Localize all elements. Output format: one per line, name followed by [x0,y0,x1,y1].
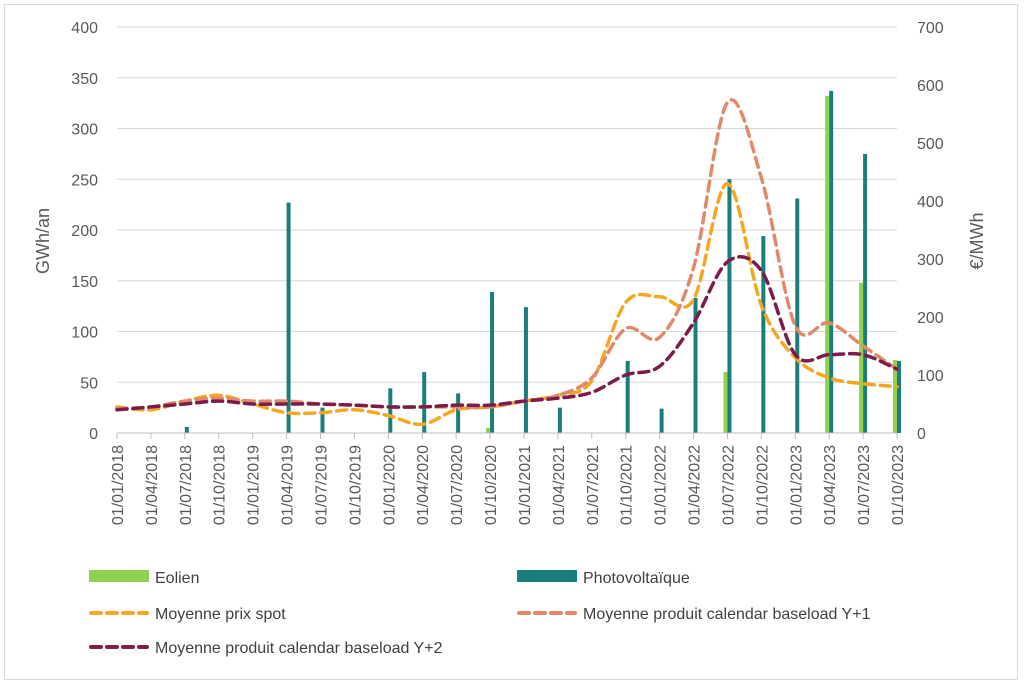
y-tick-label: 50 [80,375,98,392]
x-tick-label: 01/01/2021 [517,445,534,525]
y2-axis-title: €/MWh [967,212,987,269]
y2-tick-label: 100 [917,368,944,385]
y2-tick-label: 300 [917,252,944,269]
bar [893,359,897,433]
x-tick-label: 01/01/2018 [110,445,127,525]
bar-series [184,90,901,434]
combo-chart: 0 50 100 150 200 250 300 350 400 0 100 200 300 400 500… [33,20,987,657]
bar [761,236,766,433]
x-tick-label: 01/07/2022 [720,445,737,525]
x-tick-label: 01/01/2022 [653,445,670,525]
legend-label: Moyenne produit calendar baseload Y+2 [155,640,443,657]
bar [557,407,562,433]
bar [422,372,427,433]
x-tick-label: 01/07/2018 [178,445,195,525]
legend-swatch [89,570,149,582]
legend-swatch [517,570,577,582]
y2-tick-label: 400 [917,194,944,211]
y-tick-label: 200 [71,223,98,240]
y2-tick-label: 0 [917,426,926,443]
bar [863,153,868,433]
x-tick-label: 01/10/2022 [754,445,771,525]
x-tick-label: 01/01/2023 [788,445,805,525]
x-tick-label: 01/10/2021 [619,445,636,525]
y-tick-label: 300 [71,122,98,139]
x-tick-label: 01/04/2021 [551,445,568,525]
bar [286,202,291,433]
y-tick-label: 0 [89,426,98,443]
x-tick-label: 01/04/2020 [415,445,432,525]
y-tick-label: 150 [71,274,98,291]
bar [659,408,664,433]
bar [523,307,528,433]
series-line [115,181,899,427]
bar [693,298,698,433]
line-series [115,98,899,427]
x-tick-label: 01/10/2023 [890,445,907,525]
bar [320,407,325,433]
y2-tick-label: 600 [917,78,944,95]
bar [859,282,864,433]
bar [829,90,834,433]
bar [490,291,495,433]
x-tick-label: 01/10/2020 [483,445,500,525]
bar [486,427,491,433]
bar [184,426,189,433]
legend-label: Moyenne produit calendar baseload Y+1 [583,606,871,623]
x-tick-label: 01/04/2023 [822,445,839,525]
x-tick-label: 01/10/2019 [347,445,364,525]
y-axis-title: GWh/an [33,208,53,274]
x-tick-label: 01/04/2022 [687,445,704,525]
bar [897,360,901,433]
y-tick-label: 350 [71,71,98,88]
x-tick-label: 01/07/2021 [585,445,602,525]
bar [795,198,800,433]
bar [723,372,728,433]
bar [825,96,830,434]
series-line [115,98,899,411]
x-tick-label: 01/10/2018 [212,445,229,525]
x-tick-label: 01/01/2019 [246,445,263,525]
legend-label: Moyenne prix spot [155,606,286,623]
y-tick-label: 100 [71,325,98,342]
legend: Eolien Photovoltaïque Moyenne prix spot Moy… [89,570,871,657]
x-tick-label: 01/07/2019 [313,445,330,525]
series-line [115,255,899,412]
x-tick-label: 01/04/2018 [144,445,161,525]
axes: 0 50 100 150 200 250 300 350 400 0 100 200 300 400 500… [71,20,944,525]
gridlines [117,26,897,434]
bar [727,179,732,433]
x-tick-label: 01/04/2019 [280,445,297,525]
y-tick-label: 250 [71,172,98,189]
x-tick-label: 01/01/2020 [381,445,398,525]
bar [456,393,461,433]
legend-label: Photovoltaïque [583,570,690,587]
legend-label: Eolien [155,570,199,587]
bar [625,360,630,433]
bar [388,388,393,433]
y2-tick-label: 700 [917,20,944,37]
chart-frame: 0 50 100 150 200 250 300 350 400 0 100 200 300 400 500… [4,4,1018,680]
x-tick-label: 01/07/2020 [449,445,466,525]
x-tick-label: 01/07/2023 [856,445,873,525]
y-tick-label: 400 [71,20,98,37]
y2-tick-label: 500 [917,136,944,153]
y2-tick-label: 200 [917,310,944,327]
